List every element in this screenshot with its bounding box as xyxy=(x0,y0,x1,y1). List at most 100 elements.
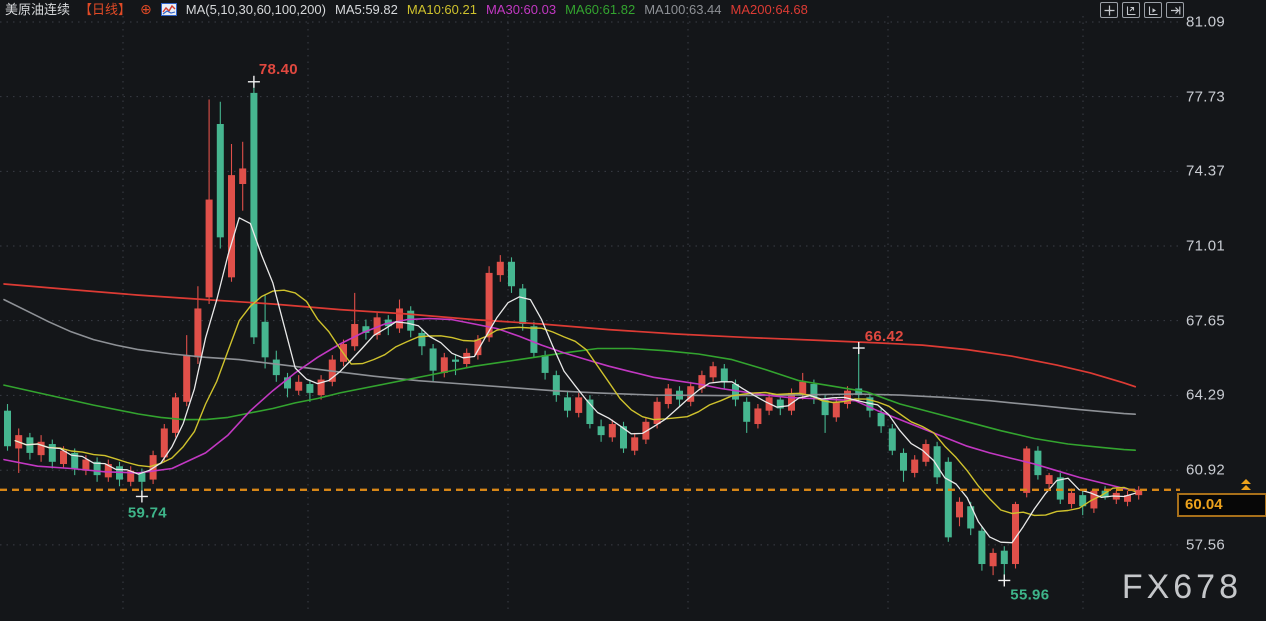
candle xyxy=(407,306,415,338)
candle xyxy=(272,350,280,382)
ma-settings-label: MA(5,10,30,60,100,200) xyxy=(185,2,326,17)
ma60-legend-value: MA60:61.82 xyxy=(565,2,636,17)
last-price-value: 60.04 xyxy=(1185,495,1223,513)
compare-add-icon[interactable]: ⊕ xyxy=(140,1,152,17)
candle xyxy=(284,372,291,398)
candle xyxy=(956,497,963,527)
candle xyxy=(620,421,627,453)
candle xyxy=(575,392,583,418)
candle xyxy=(396,299,403,333)
candle xyxy=(26,432,34,460)
candle xyxy=(720,364,728,389)
ma-line-MA200 xyxy=(3,283,1137,388)
svg-text:66.42: 66.42 xyxy=(865,328,904,345)
candle xyxy=(205,99,213,305)
ma-line-MA60 xyxy=(3,347,1136,451)
ma100-legend-value: MA100:63.44 xyxy=(644,2,722,17)
candle xyxy=(608,419,616,442)
svg-text:78.40: 78.40 xyxy=(259,61,298,78)
jump-to-latest-icon[interactable] xyxy=(1166,2,1184,18)
candle xyxy=(1124,490,1131,507)
candle xyxy=(653,397,661,429)
candle xyxy=(709,361,717,382)
candle xyxy=(1112,490,1120,505)
candle xyxy=(261,295,269,369)
candle xyxy=(15,428,23,473)
candle xyxy=(1034,446,1042,480)
ma-line-MA5 xyxy=(14,217,1136,544)
candle xyxy=(855,348,863,402)
prev-range-icon[interactable] xyxy=(1122,2,1140,18)
candle xyxy=(183,335,191,407)
candle xyxy=(1045,472,1053,489)
candle xyxy=(452,355,459,376)
candle xyxy=(989,548,997,576)
candle xyxy=(418,328,426,356)
ma-line-MA30 xyxy=(3,317,1136,491)
candle xyxy=(228,144,235,282)
candle xyxy=(552,370,560,402)
candle xyxy=(754,404,762,429)
candle xyxy=(586,395,594,429)
candle xyxy=(116,461,123,487)
candle xyxy=(1056,472,1064,505)
candle xyxy=(250,81,258,345)
line-chart-thumbnail-icon[interactable] xyxy=(160,3,177,16)
candle xyxy=(944,457,952,542)
candle xyxy=(631,432,639,456)
chart-header: 美原油连续 【日线】 ⊕ MA(5,10,30,60,100,200) MA5:… xyxy=(5,1,808,18)
candle xyxy=(698,370,706,393)
ma200-legend-value: MA200:64.68 xyxy=(730,2,808,17)
candle xyxy=(194,286,202,365)
candle xyxy=(776,395,784,416)
candle xyxy=(317,375,325,400)
candle xyxy=(104,459,112,482)
candle xyxy=(664,384,672,409)
ma-line-MA10 xyxy=(14,289,1136,517)
vertical-gridlines xyxy=(122,16,1084,612)
candle xyxy=(844,386,851,409)
candle xyxy=(306,379,314,402)
candle xyxy=(463,348,471,369)
candle xyxy=(911,455,919,478)
annotation-59.74: 59.74 xyxy=(128,490,167,521)
pan-crosshair-icon[interactable] xyxy=(1100,2,1118,18)
candle xyxy=(866,392,874,418)
candle xyxy=(676,386,683,407)
candle xyxy=(239,141,247,211)
candle xyxy=(93,457,101,482)
candle xyxy=(485,266,493,342)
candle xyxy=(1079,490,1087,516)
candle xyxy=(429,344,437,382)
candle xyxy=(743,397,751,433)
annotation-78.40: 78.40 xyxy=(247,61,298,88)
candle xyxy=(1068,488,1075,509)
candle xyxy=(172,392,179,438)
candle xyxy=(597,419,605,442)
candle xyxy=(832,397,840,422)
svg-text:59.74: 59.74 xyxy=(128,504,167,521)
ma5-legend-value: MA5:59.82 xyxy=(334,2,398,17)
annotation-66.42: 66.42 xyxy=(852,328,904,355)
candle xyxy=(127,466,135,487)
candle xyxy=(788,388,795,416)
candle xyxy=(351,292,359,351)
ma-line-MA100 xyxy=(3,298,1136,415)
last-price-tag: 60.04 xyxy=(1177,492,1266,517)
candle xyxy=(900,448,907,482)
annotation-55.96: 55.96 xyxy=(998,574,1049,603)
candle xyxy=(967,501,975,536)
candle xyxy=(496,255,504,282)
candle xyxy=(978,526,986,571)
period-label[interactable]: 【日线】 xyxy=(79,2,132,17)
instrument-name: 美原油连续 xyxy=(5,2,71,17)
play-forward-icon[interactable] xyxy=(1144,2,1162,18)
ma10-legend-value: MA10:60.21 xyxy=(406,2,477,17)
candle xyxy=(888,424,896,456)
chart-toolbar xyxy=(1100,2,1184,18)
candle xyxy=(37,435,45,462)
candle xyxy=(295,375,303,396)
